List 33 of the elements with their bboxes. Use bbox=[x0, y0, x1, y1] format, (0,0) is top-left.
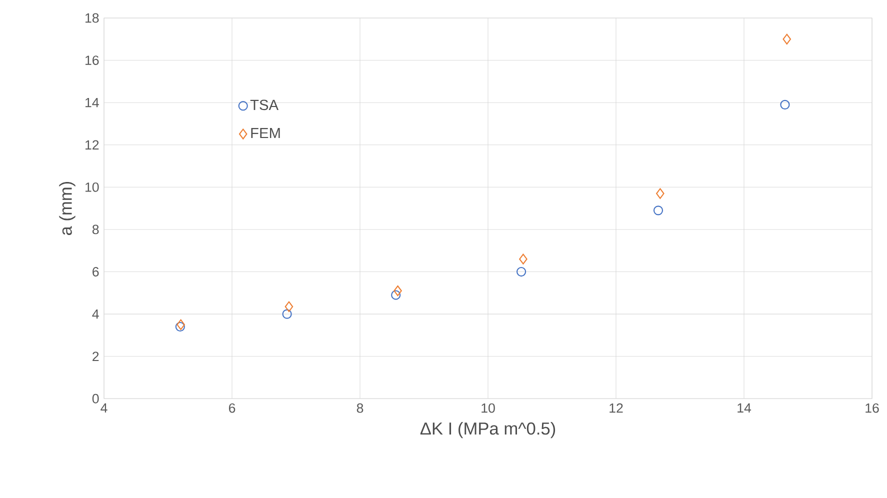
y-tick-label: 8 bbox=[92, 224, 99, 234]
y-axis-title: a (mm) bbox=[59, 182, 76, 236]
y-tick-label: 14 bbox=[85, 98, 99, 108]
y-tick-label: 0 bbox=[92, 394, 99, 404]
x-tick-label: 10 bbox=[482, 403, 495, 413]
x-axis-title: ΔK I (MPa m^0.5) bbox=[420, 422, 556, 438]
y-tick-label: 12 bbox=[85, 140, 99, 150]
point bbox=[782, 34, 792, 44]
point bbox=[175, 322, 185, 332]
y-tick-label: 18 bbox=[85, 13, 99, 23]
y-tick-label: 2 bbox=[92, 352, 99, 362]
x-tick-label: 16 bbox=[866, 403, 879, 413]
point bbox=[656, 188, 664, 199]
x-tick-label: 6 bbox=[228, 403, 236, 413]
point bbox=[780, 100, 790, 110]
point bbox=[391, 290, 401, 300]
point bbox=[516, 266, 526, 277]
y-tick-label: 4 bbox=[92, 309, 99, 319]
legend-label: TSA bbox=[250, 100, 279, 110]
y-tick-label: 6 bbox=[92, 267, 99, 276]
point bbox=[284, 301, 294, 312]
legend-label: FEM bbox=[251, 128, 280, 138]
point bbox=[176, 319, 185, 330]
x-tick-label: 4 bbox=[100, 403, 108, 413]
y-tick-label: 16 bbox=[85, 56, 99, 65]
point bbox=[653, 206, 664, 216]
x-tick-label: 14 bbox=[738, 403, 752, 413]
point bbox=[519, 254, 528, 264]
x-tick-label: 12 bbox=[610, 403, 623, 413]
point bbox=[394, 285, 402, 296]
y-tick-label: 10 bbox=[85, 182, 99, 192]
x-tick-label: 8 bbox=[356, 403, 364, 413]
point bbox=[282, 309, 292, 319]
